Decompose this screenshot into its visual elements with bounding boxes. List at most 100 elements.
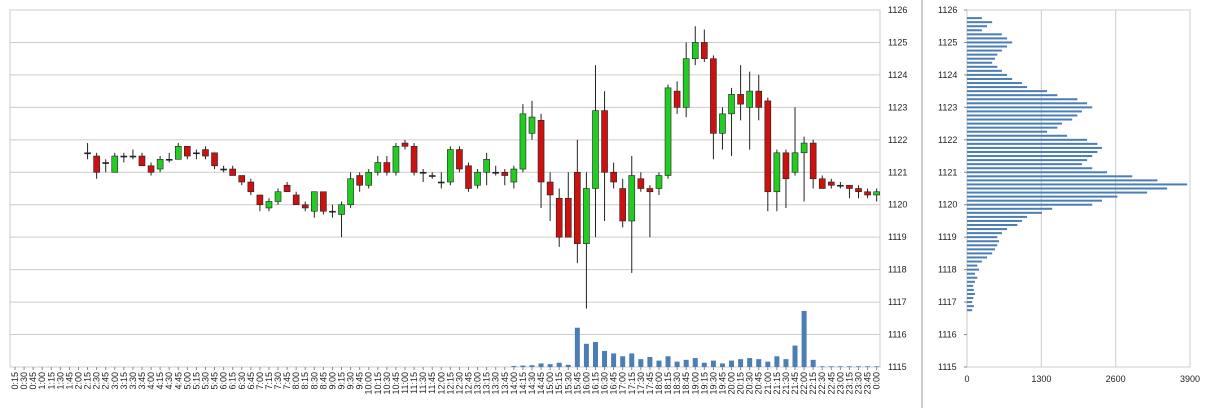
y-tick-label: 1118 [888,265,907,275]
profile-bar [967,199,1102,202]
profile-bar [967,106,1093,109]
volume-bar [565,364,571,367]
candle-body [555,197,563,238]
profile-bar [967,134,1068,137]
profile-bar [967,17,982,20]
volume-bar [647,357,653,367]
candle-body [256,194,264,206]
x-tick-label: 6:30 [237,372,247,390]
profile-bar [967,159,1088,162]
x-tick-label: 18:45 [681,372,691,395]
x-tick-label: 8:30 [309,372,319,390]
candle-body [238,175,246,183]
x-tick-label: 20:00 [727,372,737,395]
profile-bar [967,179,1158,182]
candle-body [365,171,373,186]
candle-body [610,171,617,183]
y-tick-label: 1116 [888,330,907,340]
profile-bar [967,305,974,308]
x-tick-label: 1:15 [46,372,56,390]
candle-body [465,165,472,189]
volume-bar [665,356,671,367]
x-tick-label: 15:00 [545,372,555,395]
candle-body [401,142,409,147]
x-tick-label: 16:00 [581,372,591,395]
x-tick-label: 17:45 [645,372,655,395]
profile-bar [967,215,1028,218]
candle-body [347,178,354,206]
profile-bar [967,211,1042,214]
x-tick-label: 21:45 [790,372,800,395]
profile-bar [967,187,1168,190]
x-tick-label: 4:30 [164,372,174,390]
profile-bar [967,53,998,56]
x-tick-label: 21:15 [772,372,782,395]
profile-bar [967,61,993,64]
y-tick-label: 1117 [888,297,907,307]
candle-body [719,113,726,134]
candle-body [637,178,645,189]
x-tick-label: 16:30 [600,372,610,395]
y-tick-label: 1124 [888,70,907,80]
y-tick-label: 1119 [888,232,907,242]
x-tick-label: 19:30 [708,372,718,395]
candle-body [84,152,91,155]
y-tick-label: 1125 [938,37,957,47]
y-tick-label: 1123 [888,102,907,112]
candle-body [129,155,137,158]
profile-bar [967,224,1018,227]
x-tick-label: 0:15 [10,372,20,390]
profile-bar [967,191,1148,194]
volume-bar [611,353,617,367]
volume-bar [692,358,698,367]
candle-body [211,152,218,167]
candle-body [165,158,173,161]
candle-body [102,162,109,164]
x-tick-label: 2600 [1106,374,1126,384]
x-tick-label: 1300 [1031,374,1051,384]
x-tick-label: 5:45 [210,372,220,390]
x-tick-label: 15:15 [554,372,564,395]
x-tick-label: 3:00 [110,372,120,390]
profile-bar [967,163,1082,166]
volume-bar [783,359,789,367]
candle-body [311,191,318,212]
candle-body [202,149,209,157]
candle-body [392,146,400,173]
candle-body [120,155,128,158]
volume-bar [874,366,880,367]
y-tick-label: 1121 [888,167,907,177]
candle-body [546,181,554,196]
x-tick-label: 15:30 [563,372,573,395]
x-tick-label: 11:45 [427,372,437,394]
profile-bar [967,94,1058,97]
volume-bar [747,358,753,367]
x-tick-label: 0:30 [19,372,29,390]
x-tick-label: 7:00 [255,372,265,390]
x-tick-label: 18:30 [672,372,682,395]
y-tick-label: 1124 [938,70,957,80]
profile-bar [967,252,993,255]
volume-bar [865,366,871,367]
x-tick-label: 5:15 [191,372,201,390]
y-tick-label: 1116 [938,330,957,340]
candle-body [193,152,200,155]
candle-body [428,175,436,177]
x-tick-label: 23:00 [835,372,845,395]
candle-body [93,155,100,173]
x-tick-label: 8:00 [291,372,301,390]
x-tick-label: 14:30 [527,372,537,395]
x-tick-label: 9:15 [337,372,347,390]
x-tick-label: 16:45 [609,372,619,395]
candle-body [574,171,581,244]
profile-bar [967,98,1078,101]
y-tick-label: 1115 [938,362,957,372]
candle-body [383,162,391,173]
x-tick-label: 1:00 [37,372,47,390]
profile-bar [967,73,1008,76]
candle-body [437,181,445,184]
profile-bar [967,142,1098,145]
profile-bar [967,240,1000,243]
volume-bar [810,359,816,367]
candle-body [447,149,454,183]
